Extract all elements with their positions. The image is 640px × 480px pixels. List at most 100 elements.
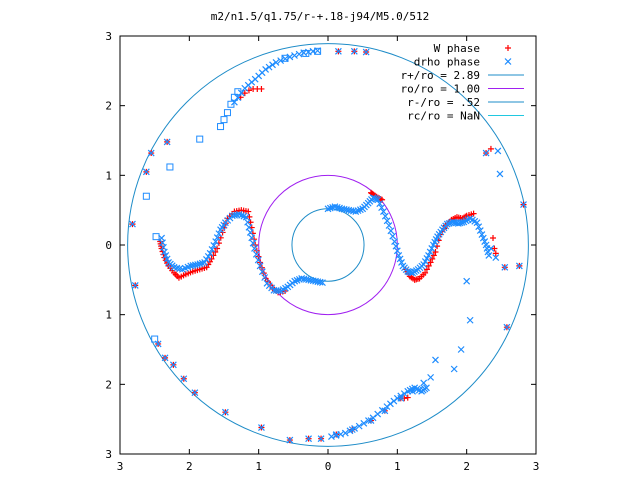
drho-phase-point <box>428 245 436 252</box>
drho-phase-point <box>319 279 326 287</box>
y-tick-label: 3 <box>105 30 112 43</box>
drho-phase-point <box>246 229 254 236</box>
drho-phase-point <box>367 417 375 424</box>
drho-phase-point <box>398 258 405 266</box>
drho-phase-point <box>463 277 471 285</box>
y-tick-label: 1 <box>105 309 112 322</box>
drho-phase-square <box>217 123 225 131</box>
legend-label: drho phase <box>414 56 480 69</box>
x-tick-label: 1 <box>394 460 401 473</box>
drho-phase-point <box>479 234 487 242</box>
drho-phase-point <box>201 258 209 266</box>
drho-phase-point <box>360 419 368 427</box>
w-phase-point <box>432 248 439 255</box>
drho-phase-point <box>334 47 342 55</box>
legend-label: r-/ro = .52 <box>407 96 480 109</box>
drho-phase-point <box>147 149 155 157</box>
drho-phase-point <box>392 242 400 250</box>
drho-phase-point <box>481 238 489 245</box>
drho-phase-point <box>248 234 256 242</box>
drho-phase-point <box>348 426 356 434</box>
drho-phase-point <box>324 205 332 213</box>
w-phase-point <box>210 252 217 259</box>
drho-phase-point <box>242 213 250 221</box>
drho-phase-point <box>427 373 435 381</box>
drho-phase-point <box>256 262 264 270</box>
drho-phase-point <box>426 248 434 256</box>
drho-phase-point <box>204 252 212 260</box>
w-phase-point <box>427 259 434 266</box>
drho-phase-square <box>302 49 310 57</box>
drho-phase-point <box>492 254 500 261</box>
drho-phase-point <box>213 234 221 241</box>
drho-phase-square <box>314 47 322 55</box>
drho-phase-point <box>380 208 387 215</box>
w-phase-point <box>422 269 429 276</box>
w-phase-point <box>245 208 252 215</box>
w-phase-point <box>214 245 221 252</box>
w-phase-point <box>401 395 408 402</box>
drho-phase-point <box>331 203 339 211</box>
drho-phase-point <box>381 407 389 415</box>
drho-phase-square <box>152 233 160 241</box>
drho-phase-point <box>362 48 370 56</box>
drho-phase-point <box>397 392 405 400</box>
drho-phase-point <box>432 356 439 364</box>
drho-phase-point <box>395 252 403 259</box>
drho-phase-point <box>378 406 386 414</box>
drho-phase-point <box>494 147 502 155</box>
w-phase-point <box>490 235 497 242</box>
drho-phase-point <box>244 218 251 226</box>
drho-phase-square <box>142 192 150 200</box>
drho-phase-point <box>485 252 493 259</box>
drho-phase-point <box>409 387 417 395</box>
y-tick-label: 2 <box>105 378 112 391</box>
drho-phase-point <box>317 435 325 443</box>
drho-phase-point <box>196 260 204 268</box>
drho-phase-series <box>129 47 527 444</box>
legend-label: ro/ro = 1.00 <box>401 83 480 96</box>
drho-phase-point <box>397 394 405 402</box>
drho-phase-point <box>355 422 363 430</box>
drho-phase-point <box>295 50 303 58</box>
drho-phase-point <box>208 245 216 253</box>
x-tick-label: 0 <box>325 460 332 473</box>
x-tick-label: 3 <box>533 460 540 473</box>
drho-phase-point <box>389 232 397 240</box>
w-phase-point <box>423 266 430 273</box>
w-phase-point <box>247 219 254 226</box>
drho-phase-point <box>316 278 324 286</box>
w-phase-point <box>492 250 499 257</box>
y-tick-label: 0 <box>105 239 112 252</box>
drho-phase-point <box>269 61 276 69</box>
drho-phase-point <box>191 389 199 397</box>
x-tick-label: 2 <box>186 460 193 473</box>
y-tick-label: 3 <box>105 448 112 461</box>
w-phase-point <box>251 236 258 243</box>
drho-phase-point <box>350 47 358 55</box>
drho-phase-point <box>378 204 386 212</box>
drho-phase-point <box>476 227 484 235</box>
w-phase-point <box>404 394 411 401</box>
drho-phase-point <box>142 168 150 176</box>
drho-phase-point <box>163 255 171 263</box>
drho-phase-point <box>466 316 474 324</box>
drho-phase-point <box>251 245 258 252</box>
drho-phase-point <box>475 223 483 231</box>
drho-phase-square <box>220 116 228 124</box>
drho-phase-point <box>450 365 458 373</box>
drho-phase-point <box>381 212 389 220</box>
drho-phase-point <box>332 431 340 438</box>
drho-phase-point <box>129 220 136 228</box>
drho-phase-point <box>265 63 273 71</box>
drho-phase-point <box>420 379 428 387</box>
drho-phase-point <box>396 255 404 263</box>
drho-phase-point <box>458 219 466 226</box>
drho-phase-point <box>372 195 380 203</box>
drho-phase-point <box>206 249 214 257</box>
w-phase-point <box>430 252 437 259</box>
drho-phase-point <box>385 222 393 229</box>
drho-phase-point <box>503 323 511 331</box>
y-tick-label: 1 <box>105 169 112 182</box>
